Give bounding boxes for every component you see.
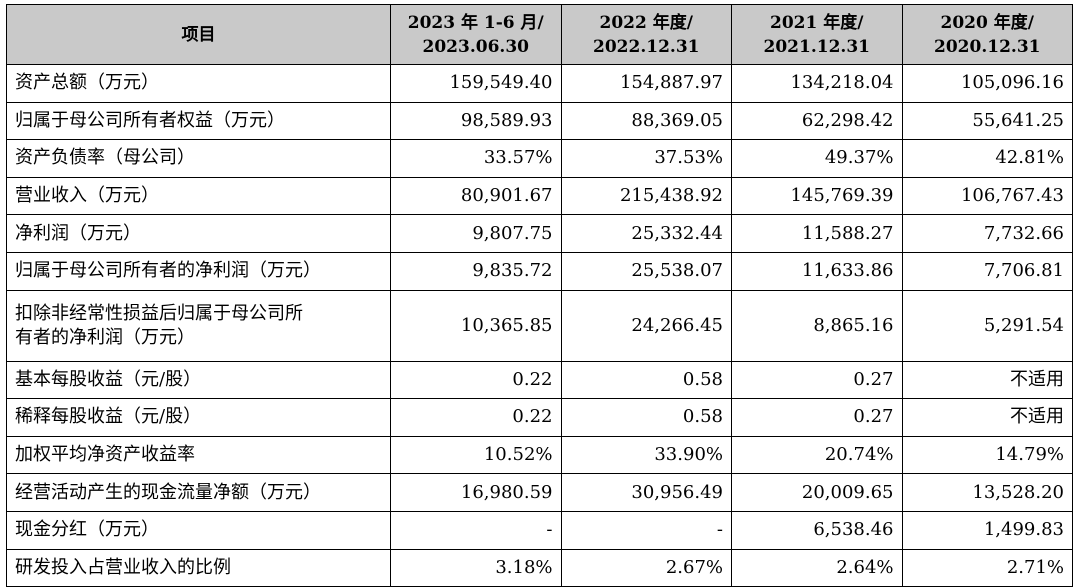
row-label: 营业收入（万元）	[6, 176, 391, 216]
row-value: 14.79%	[901, 435, 1073, 475]
row-value: 42.81%	[901, 139, 1073, 178]
table-row: 资产负债率（母公司） 33.57% 37.53% 49.37% 42.81%	[6, 139, 1073, 178]
row-value: 9,807.75	[390, 214, 562, 253]
row-value: 37.53%	[560, 139, 732, 178]
table-row: 资产总额（万元） 159,549.40 154,887.97 134,218.0…	[6, 64, 1073, 103]
row-value: 33.57%	[390, 139, 562, 178]
row-value: 0.22	[390, 360, 562, 400]
row-value: 11,633.86	[731, 251, 903, 291]
row-value: 不适用	[901, 360, 1073, 400]
table-row: 净利润（万元） 9,807.75 25,332.44 11,588.27 7,7…	[6, 214, 1073, 253]
row-label: 归属于母公司所有者的净利润（万元）	[6, 251, 391, 291]
table-row: 现金分红（万元） - - 6,538.46 1,499.83	[6, 510, 1073, 550]
table-row: 基本每股收益（元/股） 0.22 0.58 0.27 不适用	[6, 360, 1073, 400]
row-label: 现金分红（万元）	[6, 510, 391, 550]
row-value: 2.64%	[731, 548, 903, 587]
header-period-line2: 2023.06.30	[422, 36, 529, 57]
row-value: -	[390, 510, 562, 550]
row-value: 25,332.44	[560, 214, 732, 253]
row-value: 3.18%	[390, 548, 562, 587]
row-label: 资产总额（万元）	[6, 64, 391, 103]
row-value: 6,538.46	[731, 510, 903, 550]
financial-table-container: 项目 2023 年 1-6 月/2023.06.30 2022 年度/2022.…	[6, 4, 1073, 587]
row-value: 0.27	[731, 398, 903, 437]
table-row: 归属于母公司所有者权益（万元） 98,589.93 88,369.05 62,2…	[6, 101, 1073, 141]
row-value: 98,589.93	[390, 101, 562, 141]
header-period-line1: 2023 年 1-6 月/	[407, 12, 544, 33]
row-label: 归属于母公司所有者权益（万元）	[6, 101, 391, 141]
row-value: 2.71%	[901, 548, 1073, 587]
row-label: 扣除非经常性损益后归属于母公司所 有者的净利润（万元）	[6, 289, 391, 362]
row-value: 80,901.67	[390, 176, 562, 216]
header-period-line1: 2020 年度/	[940, 12, 1034, 33]
header-period-line1: 2021 年度/	[770, 12, 864, 33]
header-period: 2023 年 1-6 月/2023.06.30	[390, 4, 562, 65]
row-value: 0.22	[390, 398, 562, 437]
row-value: 11,588.27	[731, 214, 903, 253]
table-row: 营业收入（万元） 80,901.67 215,438.92 145,769.39…	[6, 176, 1073, 216]
row-value: 13,528.20	[901, 473, 1073, 512]
table-row: 稀释每股收益（元/股） 0.22 0.58 0.27 不适用	[6, 398, 1073, 437]
row-label: 经营活动产生的现金流量净额（万元）	[6, 473, 391, 512]
table-row: 加权平均净资产收益率 10.52% 33.90% 20.74% 14.79%	[6, 435, 1073, 475]
row-value: 7,706.81	[901, 251, 1073, 291]
header-item: 项目	[6, 4, 391, 65]
row-value: 215,438.92	[560, 176, 732, 216]
table-row: 经营活动产生的现金流量净额（万元） 16,980.59 30,956.49 20…	[6, 473, 1073, 512]
row-value: 105,096.16	[901, 64, 1073, 103]
table-row: 归属于母公司所有者的净利润（万元） 9,835.72 25,538.07 11,…	[6, 251, 1073, 291]
row-value: 10,365.85	[390, 289, 562, 362]
row-value: 24,266.45	[560, 289, 732, 362]
row-value: 0.58	[560, 398, 732, 437]
header-period: 2022 年度/2022.12.31	[560, 4, 732, 65]
row-value: 20,009.65	[731, 473, 903, 512]
header-period-line2: 2020.12.31	[934, 36, 1041, 57]
row-value: 不适用	[901, 398, 1073, 437]
row-value: 5,291.54	[901, 289, 1073, 362]
row-value: 0.27	[731, 360, 903, 400]
row-label: 基本每股收益（元/股）	[6, 360, 391, 400]
row-value: 2.67%	[560, 548, 732, 587]
header-period-line2: 2021.12.31	[763, 36, 870, 57]
row-value: 62,298.42	[731, 101, 903, 141]
row-value: 134,218.04	[731, 64, 903, 103]
row-label: 资产负债率（母公司）	[6, 139, 391, 178]
row-value: 25,538.07	[560, 251, 732, 291]
row-value: 106,767.43	[901, 176, 1073, 216]
row-label-line1: 扣除非经常性损益后归属于母公司所	[15, 302, 303, 324]
row-value: 0.58	[560, 360, 732, 400]
header-period: 2020 年度/2020.12.31	[901, 4, 1073, 65]
row-label: 研发投入占营业收入的比例	[6, 548, 391, 587]
row-value: -	[560, 510, 732, 550]
row-value: 20.74%	[731, 435, 903, 475]
row-value: 9,835.72	[390, 251, 562, 291]
financial-summary-table: 项目 2023 年 1-6 月/2023.06.30 2022 年度/2022.…	[6, 4, 1073, 587]
row-label: 加权平均净资产收益率	[6, 435, 391, 475]
row-value: 8,865.16	[731, 289, 903, 362]
table-row: 研发投入占营业收入的比例 3.18% 2.67% 2.64% 2.71%	[6, 548, 1073, 587]
row-value: 145,769.39	[731, 176, 903, 216]
header-period: 2021 年度/2021.12.31	[731, 4, 903, 65]
row-value: 49.37%	[731, 139, 903, 178]
row-value: 10.52%	[390, 435, 562, 475]
row-label: 净利润（万元）	[6, 214, 391, 253]
row-value: 154,887.97	[560, 64, 732, 103]
row-value: 1,499.83	[901, 510, 1073, 550]
row-value: 30,956.49	[560, 473, 732, 512]
row-value: 159,549.40	[390, 64, 562, 103]
row-label-line2: 有者的净利润（万元）	[15, 326, 195, 348]
row-value: 88,369.05	[560, 101, 732, 141]
row-value: 33.90%	[560, 435, 732, 475]
table-header-row: 项目 2023 年 1-6 月/2023.06.30 2022 年度/2022.…	[6, 4, 1073, 65]
header-period-line1: 2022 年度/	[599, 12, 693, 33]
table-row: 扣除非经常性损益后归属于母公司所 有者的净利润（万元） 10,365.85 24,…	[6, 289, 1073, 362]
row-value: 16,980.59	[390, 473, 562, 512]
row-value: 7,732.66	[901, 214, 1073, 253]
row-label: 稀释每股收益（元/股）	[6, 398, 391, 437]
row-value: 55,641.25	[901, 101, 1073, 141]
header-period-line2: 2022.12.31	[593, 36, 700, 57]
